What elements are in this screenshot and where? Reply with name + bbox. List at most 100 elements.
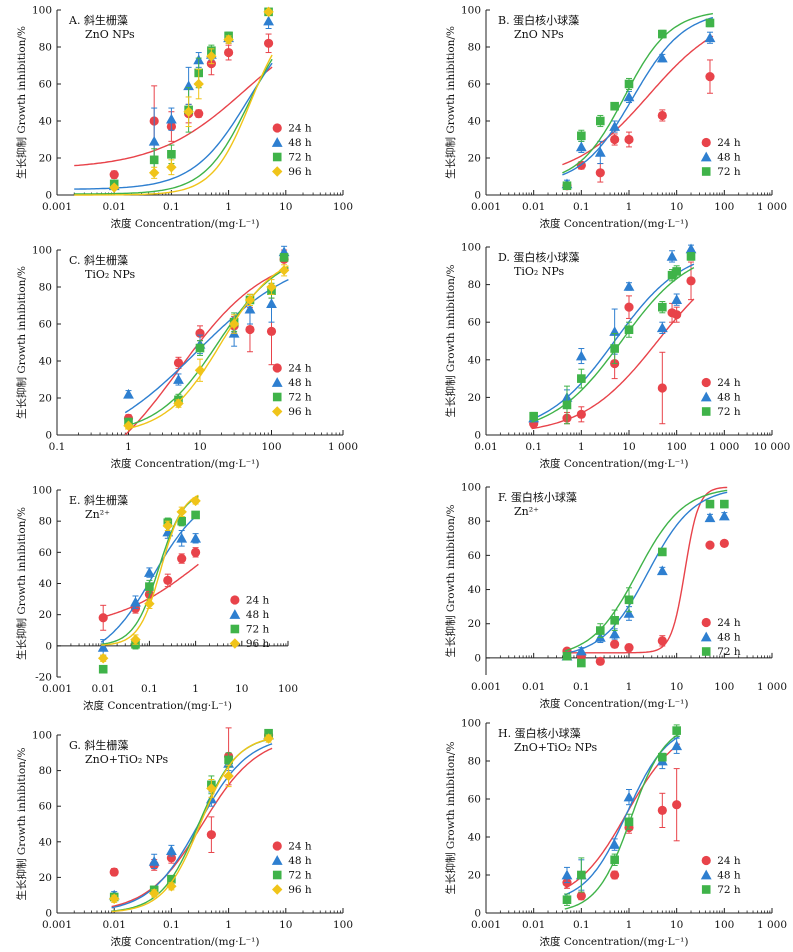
panel-title: F. 蛋白核小球藻 xyxy=(498,490,577,504)
x-tick-label: 100 xyxy=(278,683,298,695)
x-tick-label: 10 xyxy=(670,201,683,213)
y-axis-label: 生长抑制 Growth inhibition/% xyxy=(444,26,457,179)
x-tick-label: 0.1 xyxy=(163,919,180,931)
data-point xyxy=(123,388,134,399)
fit-curve xyxy=(111,747,273,908)
panel-subtitle: Zn²⁺ xyxy=(85,508,110,521)
data-point xyxy=(145,582,154,591)
data-point xyxy=(167,150,176,159)
fit-curve xyxy=(124,267,289,436)
data-point xyxy=(98,613,108,623)
data-point xyxy=(595,656,605,666)
legend-marker xyxy=(700,391,712,402)
data-point xyxy=(704,32,716,43)
data-point xyxy=(623,91,635,102)
series-48h xyxy=(561,16,716,189)
y-tick-label: 100 xyxy=(32,485,52,497)
series-96h xyxy=(109,733,274,913)
y-tick-label: 20 xyxy=(468,153,481,165)
data-point xyxy=(624,79,634,89)
y-tick-label: 60 xyxy=(39,801,52,813)
y-tick-label: 20 xyxy=(39,393,52,405)
x-tick-label: 1 xyxy=(626,919,633,931)
x-axis-label: 浓度 Concentration/(mg·L⁻¹) xyxy=(540,457,689,470)
y-tick-label: 20 xyxy=(39,872,52,884)
legend-label: 24 h xyxy=(246,595,270,607)
data-point xyxy=(666,251,678,261)
fit-curve xyxy=(562,12,714,174)
panel-title: G. 斜生栅藻 xyxy=(69,738,128,752)
data-point xyxy=(575,645,587,656)
data-point xyxy=(166,162,177,173)
chart-panel-b: 0 20 40 60 80 100 0.001 0.01 0.1 1 10 100 1 000 生长抑制 … xyxy=(444,5,787,231)
data-point xyxy=(173,398,184,409)
y-tick-label: 60 xyxy=(468,79,481,91)
data-point xyxy=(163,575,173,585)
legend-label: 24 h xyxy=(717,377,741,389)
data-point xyxy=(609,839,621,849)
series-72h xyxy=(124,253,289,427)
y-tick-label: 60 xyxy=(39,79,52,91)
data-point xyxy=(672,310,682,320)
panel-title: D. 蛋白核小球藻 xyxy=(498,250,579,264)
legend-label: 24 h xyxy=(717,137,741,149)
panel-title: E. 斜生栅藻 xyxy=(69,493,128,507)
data-point xyxy=(658,302,667,312)
data-point xyxy=(624,302,634,312)
fit-curve xyxy=(564,486,728,654)
data-point xyxy=(656,322,668,333)
x-tick-label: 0.001 xyxy=(42,201,72,213)
series-24h xyxy=(562,35,715,191)
data-point xyxy=(166,853,176,863)
legend-marker xyxy=(271,377,283,387)
y-tick-label: 20 xyxy=(468,618,481,630)
data-point xyxy=(704,512,716,523)
data-point xyxy=(624,595,634,605)
chart-panel-d: 0 20 40 60 80 100 0.01 0.1 1 10 100 1 000 10 000 生长抑制… xyxy=(444,242,790,471)
y-tick-label: 0 xyxy=(45,908,52,920)
y-tick-label: 60 xyxy=(468,550,481,562)
y-axis-label: 生长抑制 Growth inhibition/% xyxy=(444,742,457,895)
data-point xyxy=(278,265,290,276)
legend-label: 72 h xyxy=(717,406,741,418)
fit-curve xyxy=(564,489,728,652)
x-tick-label: 100 xyxy=(261,441,281,453)
data-point xyxy=(224,47,234,58)
y-axis-label: 生长抑制 Growth inhibition/% xyxy=(444,265,457,418)
data-point xyxy=(657,110,667,121)
y-tick-label: 100 xyxy=(32,5,52,17)
panel-title: B. 蛋白核小球藻 xyxy=(498,13,579,27)
panel-subtitle: TiO₂ NPs xyxy=(85,268,136,281)
data-point xyxy=(279,253,289,262)
legend-marker xyxy=(230,595,240,605)
data-point xyxy=(671,740,683,751)
legend-label: 24 h xyxy=(288,123,312,135)
data-point xyxy=(263,6,274,18)
legend-marker xyxy=(701,377,711,388)
legend-label: 96 h xyxy=(246,638,270,650)
y-tick-label: 100 xyxy=(461,482,481,494)
panel-title: H. 蛋白核小球藻 xyxy=(498,726,581,740)
data-point xyxy=(194,365,206,376)
data-point xyxy=(162,520,173,532)
data-point xyxy=(167,874,176,884)
y-tick-label: 100 xyxy=(461,5,481,17)
x-tick-label: 0.01 xyxy=(103,201,126,213)
legend: 24 h 48 h 72 h xyxy=(700,377,741,418)
legend: 24 h 48 h 72 h 96 h xyxy=(271,123,312,178)
y-tick-label: 0 xyxy=(45,640,52,652)
y-tick-label: 100 xyxy=(32,245,52,257)
data-point xyxy=(266,298,277,308)
y-tick-label: 80 xyxy=(468,42,481,54)
legend-label: 96 h xyxy=(288,406,312,418)
y-tick-label: 40 xyxy=(468,116,481,128)
data-point xyxy=(577,374,586,383)
data-point xyxy=(658,752,667,762)
fit-curve xyxy=(564,733,680,910)
chart-panel-c: 0 20 40 60 80 100 0.1 1 10 100 1 000 生长抑制 Growth in… xyxy=(15,245,358,471)
legend-marker xyxy=(272,123,282,133)
data-point xyxy=(623,281,635,291)
y-tick-label: -20 xyxy=(35,672,52,684)
data-point xyxy=(183,106,194,117)
y-axis-label: 生长抑制 Growth inhibition/% xyxy=(15,26,28,179)
